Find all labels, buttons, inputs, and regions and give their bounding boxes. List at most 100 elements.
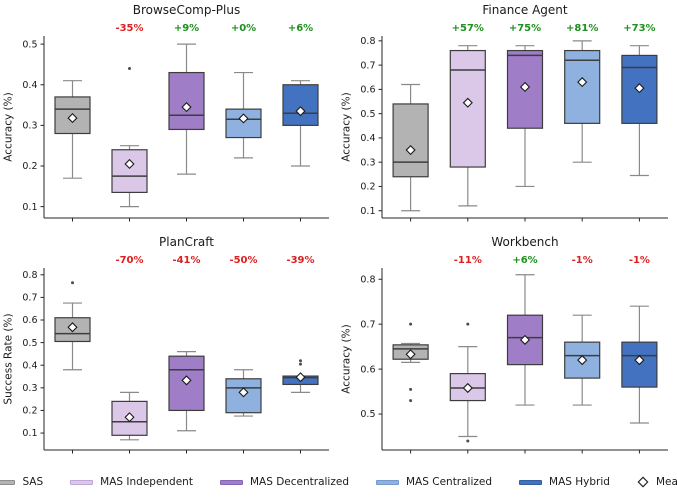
y-tick-label: 0.1 xyxy=(360,206,375,217)
mean-marker xyxy=(634,83,645,94)
box-group-mas-hybrid xyxy=(621,45,658,222)
mean-marker xyxy=(67,112,78,124)
mean-marker xyxy=(405,144,416,156)
legend-label: MAS Hybrid xyxy=(549,476,610,488)
box xyxy=(449,49,486,168)
y-tick-label: 0.2 xyxy=(360,182,375,193)
legend-item-mas-independent: MAS Independent xyxy=(70,476,193,488)
change-annotation: +75% xyxy=(509,23,541,34)
y-axis-label: Success Rate (%) xyxy=(3,313,15,404)
change-annotation: -35% xyxy=(115,23,143,34)
y-tick-label: 0.3 xyxy=(22,383,37,394)
box-group-mas-independent xyxy=(111,67,148,222)
change-annotation: -70% xyxy=(115,255,143,266)
legend-label: SAS xyxy=(22,476,44,488)
mean-marker xyxy=(295,372,306,383)
legend-item-mas-centralized: MAS Centralized xyxy=(376,476,492,488)
change-annotation: +6% xyxy=(512,255,537,266)
legend-swatch-mas-centralized xyxy=(376,479,399,485)
box-group-mas-decentralized xyxy=(506,45,544,222)
box-group-mas-independent xyxy=(449,45,486,222)
y-tick-label: 0.6 xyxy=(22,315,37,326)
chart-title: PlanCraft xyxy=(159,235,214,249)
y-axis-label: Accuracy (%) xyxy=(341,324,353,393)
change-annotation: +73% xyxy=(623,23,655,34)
legend-swatch-mas-hybrid xyxy=(519,479,543,485)
change-annotation: +6% xyxy=(288,23,313,34)
chart-title: Finance Agent xyxy=(482,3,568,17)
legend-item-sas: SAS xyxy=(0,476,43,488)
chart-browsecomp-plus: BrowseComp-Plus 0.1 0.2 0.3 0.4 0.5 Accuracy (… xyxy=(3,3,329,222)
legend-label: MAS Independent xyxy=(100,476,193,488)
chart-finance-agent: Finance Agent 0.1 0.2 0.3 0.4 0.5 0.6 0.7 0.8 Acc… xyxy=(341,3,668,222)
outlier-point xyxy=(409,322,413,326)
mean-marker xyxy=(67,322,78,333)
box xyxy=(282,84,319,126)
box-group-mas-centralized xyxy=(225,369,262,454)
box-group-mas-centralized xyxy=(564,314,601,454)
change-annotation: -1% xyxy=(572,255,593,266)
mean-marker xyxy=(405,349,416,360)
change-annotation: +81% xyxy=(566,23,598,34)
box-group-sas xyxy=(54,281,91,454)
change-annotation: -50% xyxy=(229,255,257,266)
outlier-point xyxy=(71,281,74,285)
mean-marker xyxy=(124,412,135,423)
legend-item-mas-hybrid: MAS Hybrid xyxy=(519,476,610,488)
mean-diamond-icon xyxy=(637,476,649,488)
y-tick-label: 0.5 xyxy=(22,338,37,349)
y-tick-label: 0.5 xyxy=(360,109,375,120)
chart-title: BrowseComp-Plus xyxy=(133,3,240,17)
outlier-point xyxy=(299,359,302,363)
box-group-mas-hybrid xyxy=(282,359,319,454)
change-annotation: -11% xyxy=(454,255,482,266)
chart-workbench: Workbench 0.5 0.6 0.7 0.8 Accuracy (%) -11% +6%… xyxy=(341,235,668,454)
box-group-sas xyxy=(392,322,429,454)
mean-marker xyxy=(462,382,473,394)
outlier-point xyxy=(409,387,413,391)
outlier-point xyxy=(409,399,413,403)
change-annotation: -1% xyxy=(629,255,650,266)
box-group-mas-decentralized xyxy=(506,274,544,454)
legend: SAS MAS Independent MAS Decentralized MAS C… xyxy=(0,464,677,500)
box-group-mas-hybrid xyxy=(282,80,319,222)
box-group-mas-decentralized xyxy=(168,351,205,454)
outlier-point xyxy=(299,362,302,366)
mean-marker xyxy=(462,97,473,108)
box-group-mas-hybrid xyxy=(621,305,658,454)
legend-label: MAS Centralized xyxy=(406,476,493,488)
y-tick-label: 0.3 xyxy=(360,157,375,168)
change-annotation: -41% xyxy=(172,255,200,266)
mean-marker xyxy=(238,387,249,398)
legend-item-mean: Mean xyxy=(637,476,677,488)
box-group-mas-independent xyxy=(111,391,148,454)
y-axis-label: Accuracy (%) xyxy=(341,92,353,161)
change-annotation: +9% xyxy=(174,23,199,34)
legend-swatch-sas xyxy=(0,479,16,485)
legend-item-mas-decentralized: MAS Decentralized xyxy=(219,476,349,488)
charts-grid: BrowseComp-Plus 0.1 0.2 0.3 0.4 0.5 Accuracy (… xyxy=(3,3,668,454)
mean-marker xyxy=(295,106,306,117)
y-tick-label: 0.4 xyxy=(360,133,375,144)
legend-label: Mean xyxy=(655,476,677,488)
legend-label: MAS Decentralized xyxy=(249,476,349,488)
box-group-mas-independent xyxy=(449,322,486,454)
mean-marker xyxy=(238,113,249,124)
y-tick-label: 0.6 xyxy=(360,364,375,375)
mean-marker xyxy=(634,355,645,366)
outlier-point xyxy=(128,67,131,70)
y-tick-label: 0.1 xyxy=(22,202,37,213)
box xyxy=(392,103,429,178)
y-tick-label: 0.5 xyxy=(22,39,37,50)
mean-marker xyxy=(577,355,588,366)
change-annotation: +57% xyxy=(452,23,484,34)
y-tick-label: 0.4 xyxy=(22,360,37,371)
mean-marker xyxy=(519,334,531,345)
y-tick-label: 0.8 xyxy=(360,36,375,47)
box-group-mas-decentralized xyxy=(168,43,205,222)
y-tick-label: 0.4 xyxy=(22,80,37,91)
box xyxy=(111,149,148,194)
mean-marker xyxy=(124,158,135,170)
mean-marker xyxy=(181,102,192,113)
